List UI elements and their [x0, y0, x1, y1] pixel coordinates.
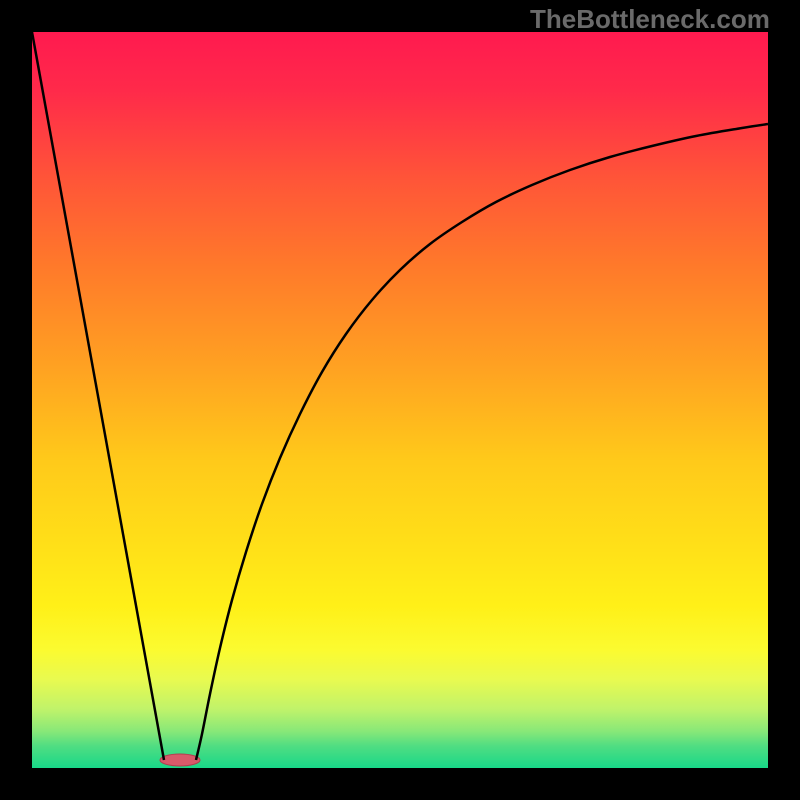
plot-area: [32, 32, 768, 768]
valley-marker: [160, 754, 200, 766]
left-descent-line: [32, 32, 164, 760]
right-ascent-curve: [196, 124, 768, 760]
chart-container: TheBottleneck.com: [0, 0, 800, 800]
curve-layer: [32, 32, 768, 768]
watermark-text: TheBottleneck.com: [530, 4, 770, 35]
